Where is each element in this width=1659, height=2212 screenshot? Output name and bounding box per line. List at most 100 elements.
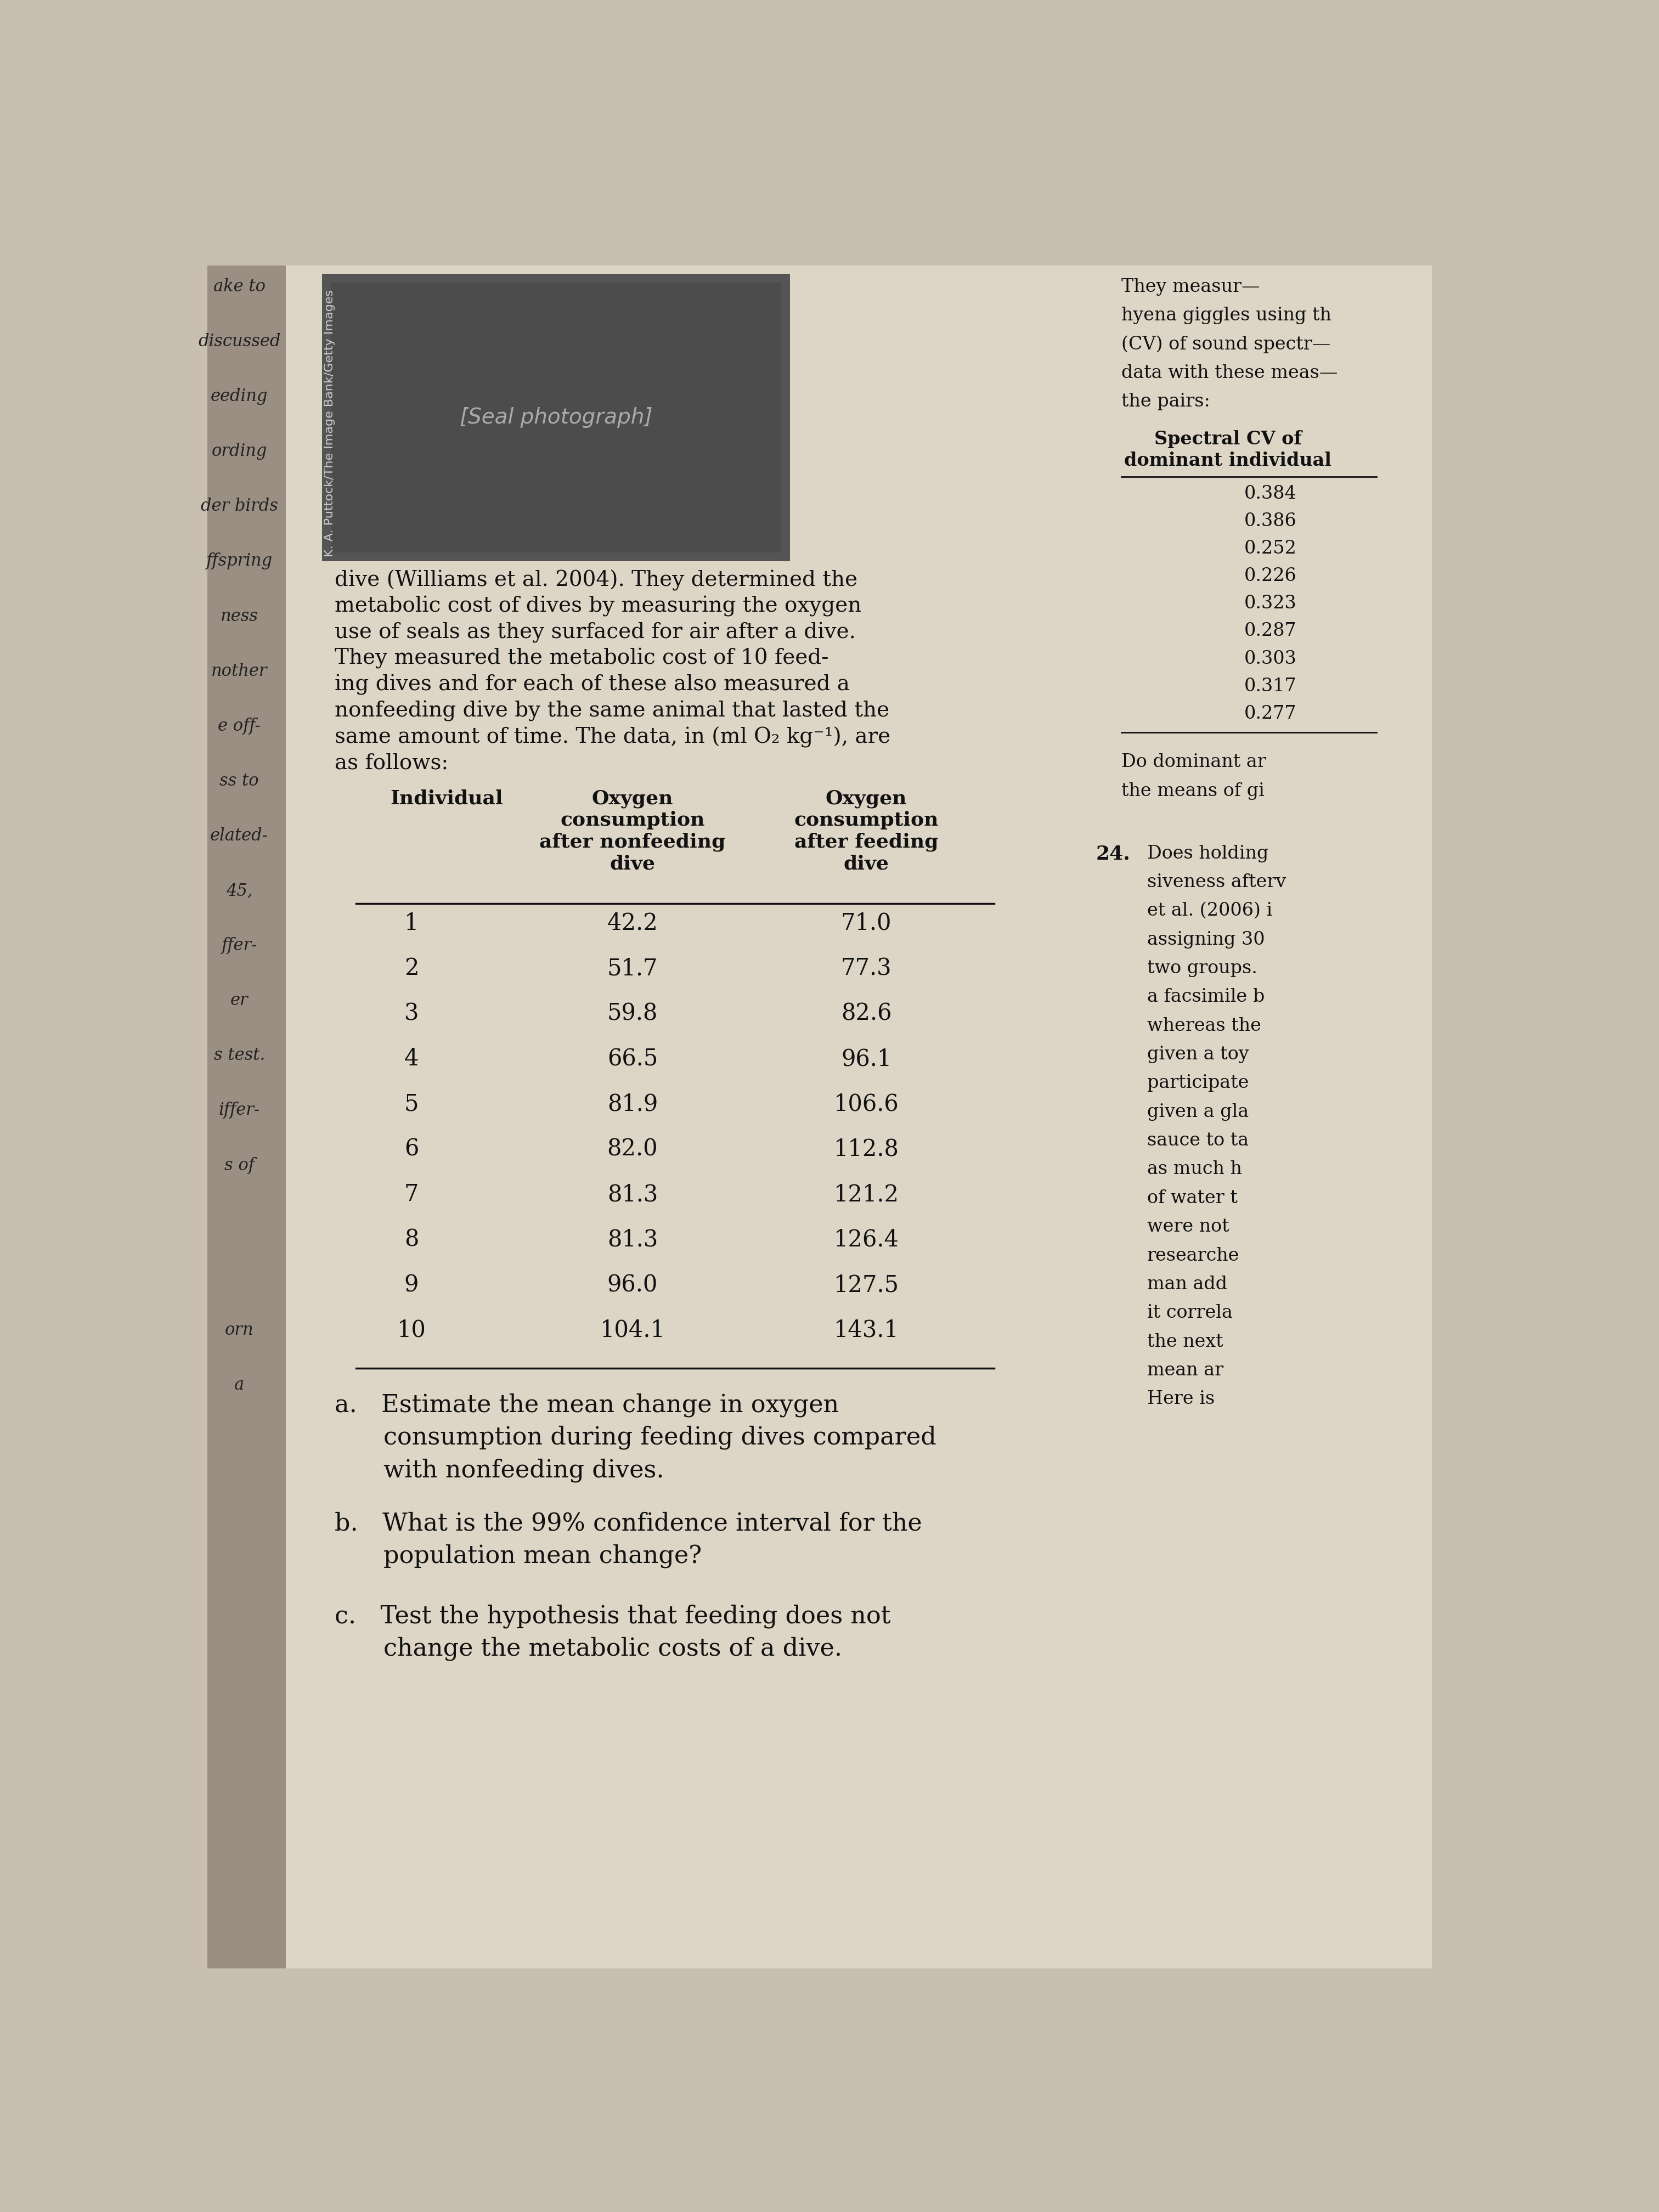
Text: whereas the: whereas the xyxy=(1146,1018,1261,1035)
Text: it correla: it correla xyxy=(1146,1305,1233,1323)
Text: ording: ording xyxy=(211,442,267,460)
Text: 104.1: 104.1 xyxy=(601,1318,665,1343)
Text: 1: 1 xyxy=(405,911,418,936)
Text: et al. (2006) i: et al. (2006) i xyxy=(1146,902,1272,920)
Text: data with these meas—: data with these meas— xyxy=(1121,365,1337,383)
Text: 10: 10 xyxy=(397,1318,426,1343)
Text: er: er xyxy=(231,991,249,1009)
Text: siveness afterv: siveness afterv xyxy=(1146,874,1286,891)
Text: ness: ness xyxy=(221,608,259,624)
Text: 51.7: 51.7 xyxy=(607,958,659,980)
Text: 6: 6 xyxy=(405,1137,418,1161)
Text: use of seals as they surfaced for air after a dive.: use of seals as they surfaced for air af… xyxy=(335,622,856,644)
Text: 82.0: 82.0 xyxy=(607,1137,659,1161)
Text: 81.3: 81.3 xyxy=(607,1183,659,1206)
Text: a: a xyxy=(234,1376,244,1394)
Text: 4: 4 xyxy=(405,1046,418,1071)
Text: [Seal photograph]: [Seal photograph] xyxy=(460,407,652,427)
Text: 24.: 24. xyxy=(1097,845,1130,863)
Text: elated-: elated- xyxy=(211,827,269,845)
Text: the means of gi: the means of gi xyxy=(1121,783,1264,799)
Text: sauce to ta: sauce to ta xyxy=(1146,1133,1249,1150)
Bar xyxy=(207,265,285,1969)
Text: metabolic cost of dives by measuring the oxygen: metabolic cost of dives by measuring the… xyxy=(335,595,861,617)
Text: eeding: eeding xyxy=(211,387,267,405)
Text: Individual: Individual xyxy=(390,790,503,807)
Text: given a gla: given a gla xyxy=(1146,1104,1249,1121)
Text: researche: researche xyxy=(1146,1248,1239,1265)
Text: 82.6: 82.6 xyxy=(841,1002,893,1024)
Text: Do dominant ar: Do dominant ar xyxy=(1121,754,1266,772)
Text: They measured the metabolic cost of 10 feed-: They measured the metabolic cost of 10 f… xyxy=(335,648,830,668)
Text: a. Estimate the mean change in oxygen
  consumption during feeding dives compare: a. Estimate the mean change in oxygen co… xyxy=(335,1394,937,1482)
Text: two groups.: two groups. xyxy=(1146,960,1258,978)
Text: a facsimile b: a facsimile b xyxy=(1146,989,1264,1006)
Text: same amount of time. The data, in (ml O₂ kg⁻¹), are: same amount of time. The data, in (ml O₂… xyxy=(335,728,891,748)
Text: 81.9: 81.9 xyxy=(607,1093,659,1115)
Text: 0.252: 0.252 xyxy=(1244,540,1297,557)
Text: 112.8: 112.8 xyxy=(834,1137,899,1161)
Text: They measur—: They measur— xyxy=(1121,279,1261,296)
Text: ake to: ake to xyxy=(214,279,265,294)
Text: c. Test the hypothesis that feeding does not
  change the metabolic costs of a d: c. Test the hypothesis that feeding does… xyxy=(335,1604,891,1661)
Text: 59.8: 59.8 xyxy=(607,1002,659,1024)
Text: s test.: s test. xyxy=(214,1046,265,1064)
Text: Oxygen
consumption
after nonfeeding
dive: Oxygen consumption after nonfeeding dive xyxy=(539,790,725,874)
Text: 0.323: 0.323 xyxy=(1244,595,1297,613)
Text: 42.2: 42.2 xyxy=(607,911,659,936)
Text: s of: s of xyxy=(224,1157,254,1175)
Text: 45,: 45, xyxy=(226,883,252,900)
Text: 127.5: 127.5 xyxy=(834,1274,899,1296)
Text: 0.226: 0.226 xyxy=(1244,568,1297,584)
Text: 8: 8 xyxy=(405,1228,418,1252)
Text: Does holding: Does holding xyxy=(1146,845,1269,863)
Text: 143.1: 143.1 xyxy=(834,1318,899,1343)
Bar xyxy=(322,274,790,562)
Text: the next: the next xyxy=(1146,1334,1223,1352)
Text: 96.1: 96.1 xyxy=(841,1046,891,1071)
Text: nother: nother xyxy=(211,664,267,679)
Text: given a toy: given a toy xyxy=(1146,1046,1249,1064)
Text: ffer-: ffer- xyxy=(221,938,257,953)
Text: 77.3: 77.3 xyxy=(841,958,893,980)
Text: ffspring: ffspring xyxy=(206,553,272,571)
Text: e off-: e off- xyxy=(217,717,260,734)
Text: 5: 5 xyxy=(405,1093,418,1115)
Text: 71.0: 71.0 xyxy=(841,911,893,936)
Text: 106.6: 106.6 xyxy=(834,1093,899,1115)
Text: ing dives and for each of these also measured a: ing dives and for each of these also mea… xyxy=(335,675,849,695)
Text: 96.0: 96.0 xyxy=(607,1274,659,1296)
Text: Here is: Here is xyxy=(1146,1391,1214,1407)
Text: 7: 7 xyxy=(405,1183,418,1206)
Text: as follows:: as follows: xyxy=(335,752,448,774)
Text: 81.3: 81.3 xyxy=(607,1228,659,1252)
Text: hyena giggles using th: hyena giggles using th xyxy=(1121,307,1332,325)
Text: 2: 2 xyxy=(405,958,418,980)
Text: the pairs:: the pairs: xyxy=(1121,394,1211,411)
Text: as much h: as much h xyxy=(1146,1161,1243,1179)
Text: 0.287: 0.287 xyxy=(1244,622,1297,639)
Text: dive (Williams et al. 2004). They determined the: dive (Williams et al. 2004). They determ… xyxy=(335,571,858,591)
Text: 0.277: 0.277 xyxy=(1244,706,1296,723)
Text: man add: man add xyxy=(1146,1276,1228,1294)
Text: participate: participate xyxy=(1146,1075,1249,1093)
Text: of water t: of water t xyxy=(1146,1190,1238,1208)
Text: (CV) of sound spectr—: (CV) of sound spectr— xyxy=(1121,336,1331,354)
Text: 0.384: 0.384 xyxy=(1244,484,1297,502)
Text: dominant individual: dominant individual xyxy=(1125,451,1332,469)
Text: 0.317: 0.317 xyxy=(1244,677,1297,695)
Bar xyxy=(330,283,781,553)
Text: Spectral CV of: Spectral CV of xyxy=(1155,429,1302,449)
Text: b. What is the 99% confidence interval for the
  population mean change?: b. What is the 99% confidence interval f… xyxy=(335,1511,922,1568)
Text: mean ar: mean ar xyxy=(1146,1363,1223,1380)
Text: 9: 9 xyxy=(405,1274,418,1296)
Text: were not: were not xyxy=(1146,1219,1229,1237)
Text: 0.303: 0.303 xyxy=(1244,650,1297,668)
Text: iffer-: iffer- xyxy=(219,1102,260,1119)
Text: orn: orn xyxy=(226,1321,254,1338)
Text: 0.386: 0.386 xyxy=(1244,513,1297,531)
Text: Oxygen
consumption
after feeding
dive: Oxygen consumption after feeding dive xyxy=(795,790,939,874)
Text: 66.5: 66.5 xyxy=(607,1046,659,1071)
Text: ss to: ss to xyxy=(219,772,259,790)
Text: 126.4: 126.4 xyxy=(834,1228,899,1252)
